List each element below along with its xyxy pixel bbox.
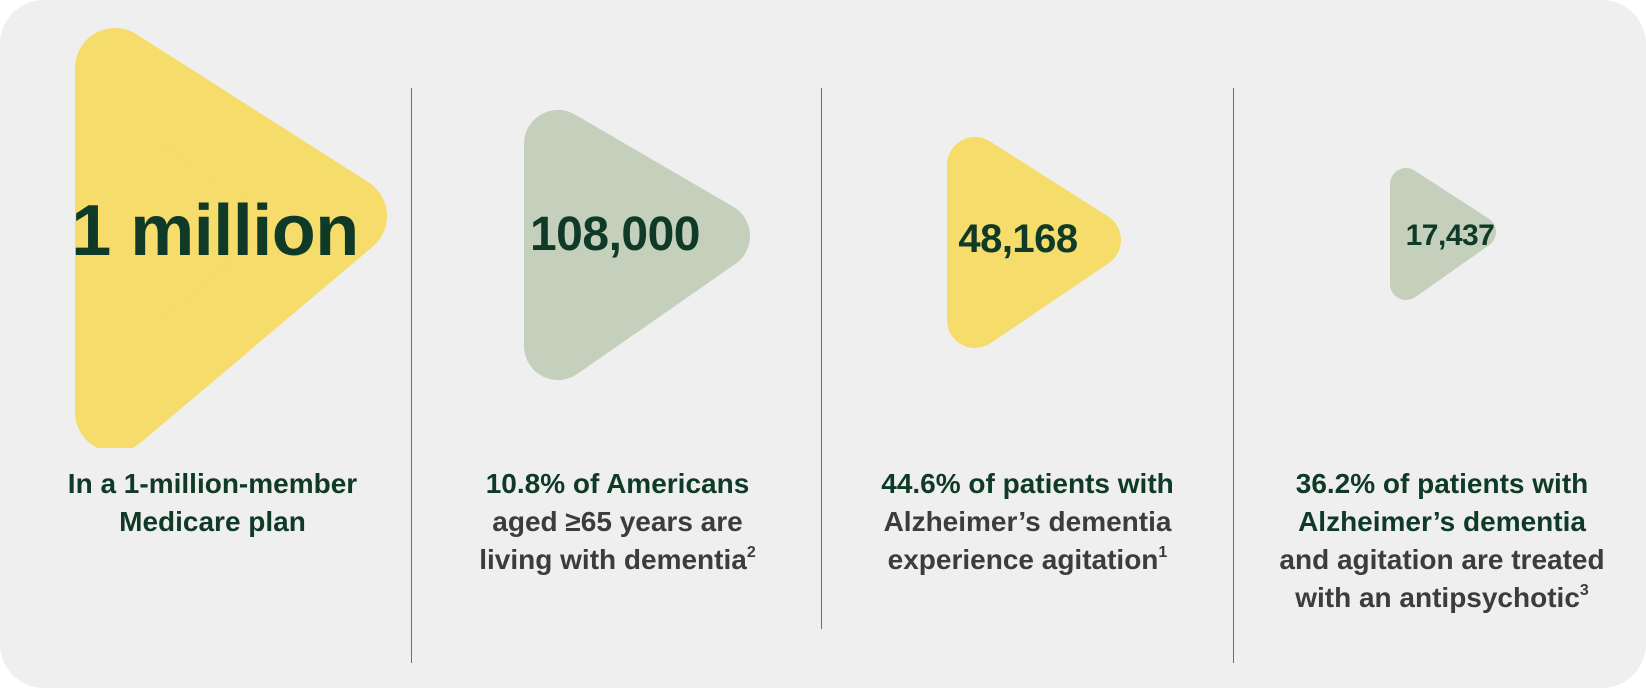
caption-highlight: Medicare plan <box>119 506 306 537</box>
caption-text: and agitation are treated <box>1279 544 1605 575</box>
caption-text: living with dementia <box>479 544 747 575</box>
stat-caption: 10.8% of Americans aged ≥65 years are li… <box>420 465 815 579</box>
yellow-triangle-shape <box>75 28 387 448</box>
yellow-triangle-shape <box>947 137 1121 348</box>
caption-highlight: In a 1-million-member <box>67 468 358 499</box>
stat-number: 48,168 <box>958 217 1078 261</box>
caption-highlight: 10.8% of Americans <box>485 468 750 499</box>
caption-highlight: 44.6% of patients <box>881 468 1110 499</box>
caption-highlight: 36.2% of patients with <box>1295 468 1589 499</box>
caption-highlight: Alzheimer’s dementia <box>1298 506 1586 537</box>
divider-3 <box>1233 88 1234 663</box>
stat-number: 108,000 <box>529 208 701 261</box>
footnote-marker: 2 <box>746 544 756 561</box>
stat-number: 17,437 <box>1405 219 1495 252</box>
sage-triangle-shape <box>524 110 750 380</box>
divider-2 <box>821 88 822 629</box>
caption-text: with an antipsychotic <box>1295 582 1580 613</box>
sage-triangle-shape <box>1390 168 1496 300</box>
caption-text: with <box>1109 468 1174 499</box>
stat-caption: 36.2% of patients with Alzheimer’s demen… <box>1242 465 1642 617</box>
footnote-marker: 1 <box>1158 544 1168 561</box>
stat-caption: 44.6% of patients with Alzheimer’s demen… <box>830 465 1225 579</box>
caption-text: experience agitation <box>887 544 1159 575</box>
caption-text: aged ≥65 years are <box>492 506 743 537</box>
footnote-marker: 3 <box>1579 582 1589 599</box>
caption-text: Alzheimer’s dementia <box>883 506 1172 537</box>
divider-1 <box>411 88 412 663</box>
stat-caption: In a 1-million-member Medicare plan <box>15 465 410 541</box>
stat-number: 1 million <box>71 191 359 271</box>
